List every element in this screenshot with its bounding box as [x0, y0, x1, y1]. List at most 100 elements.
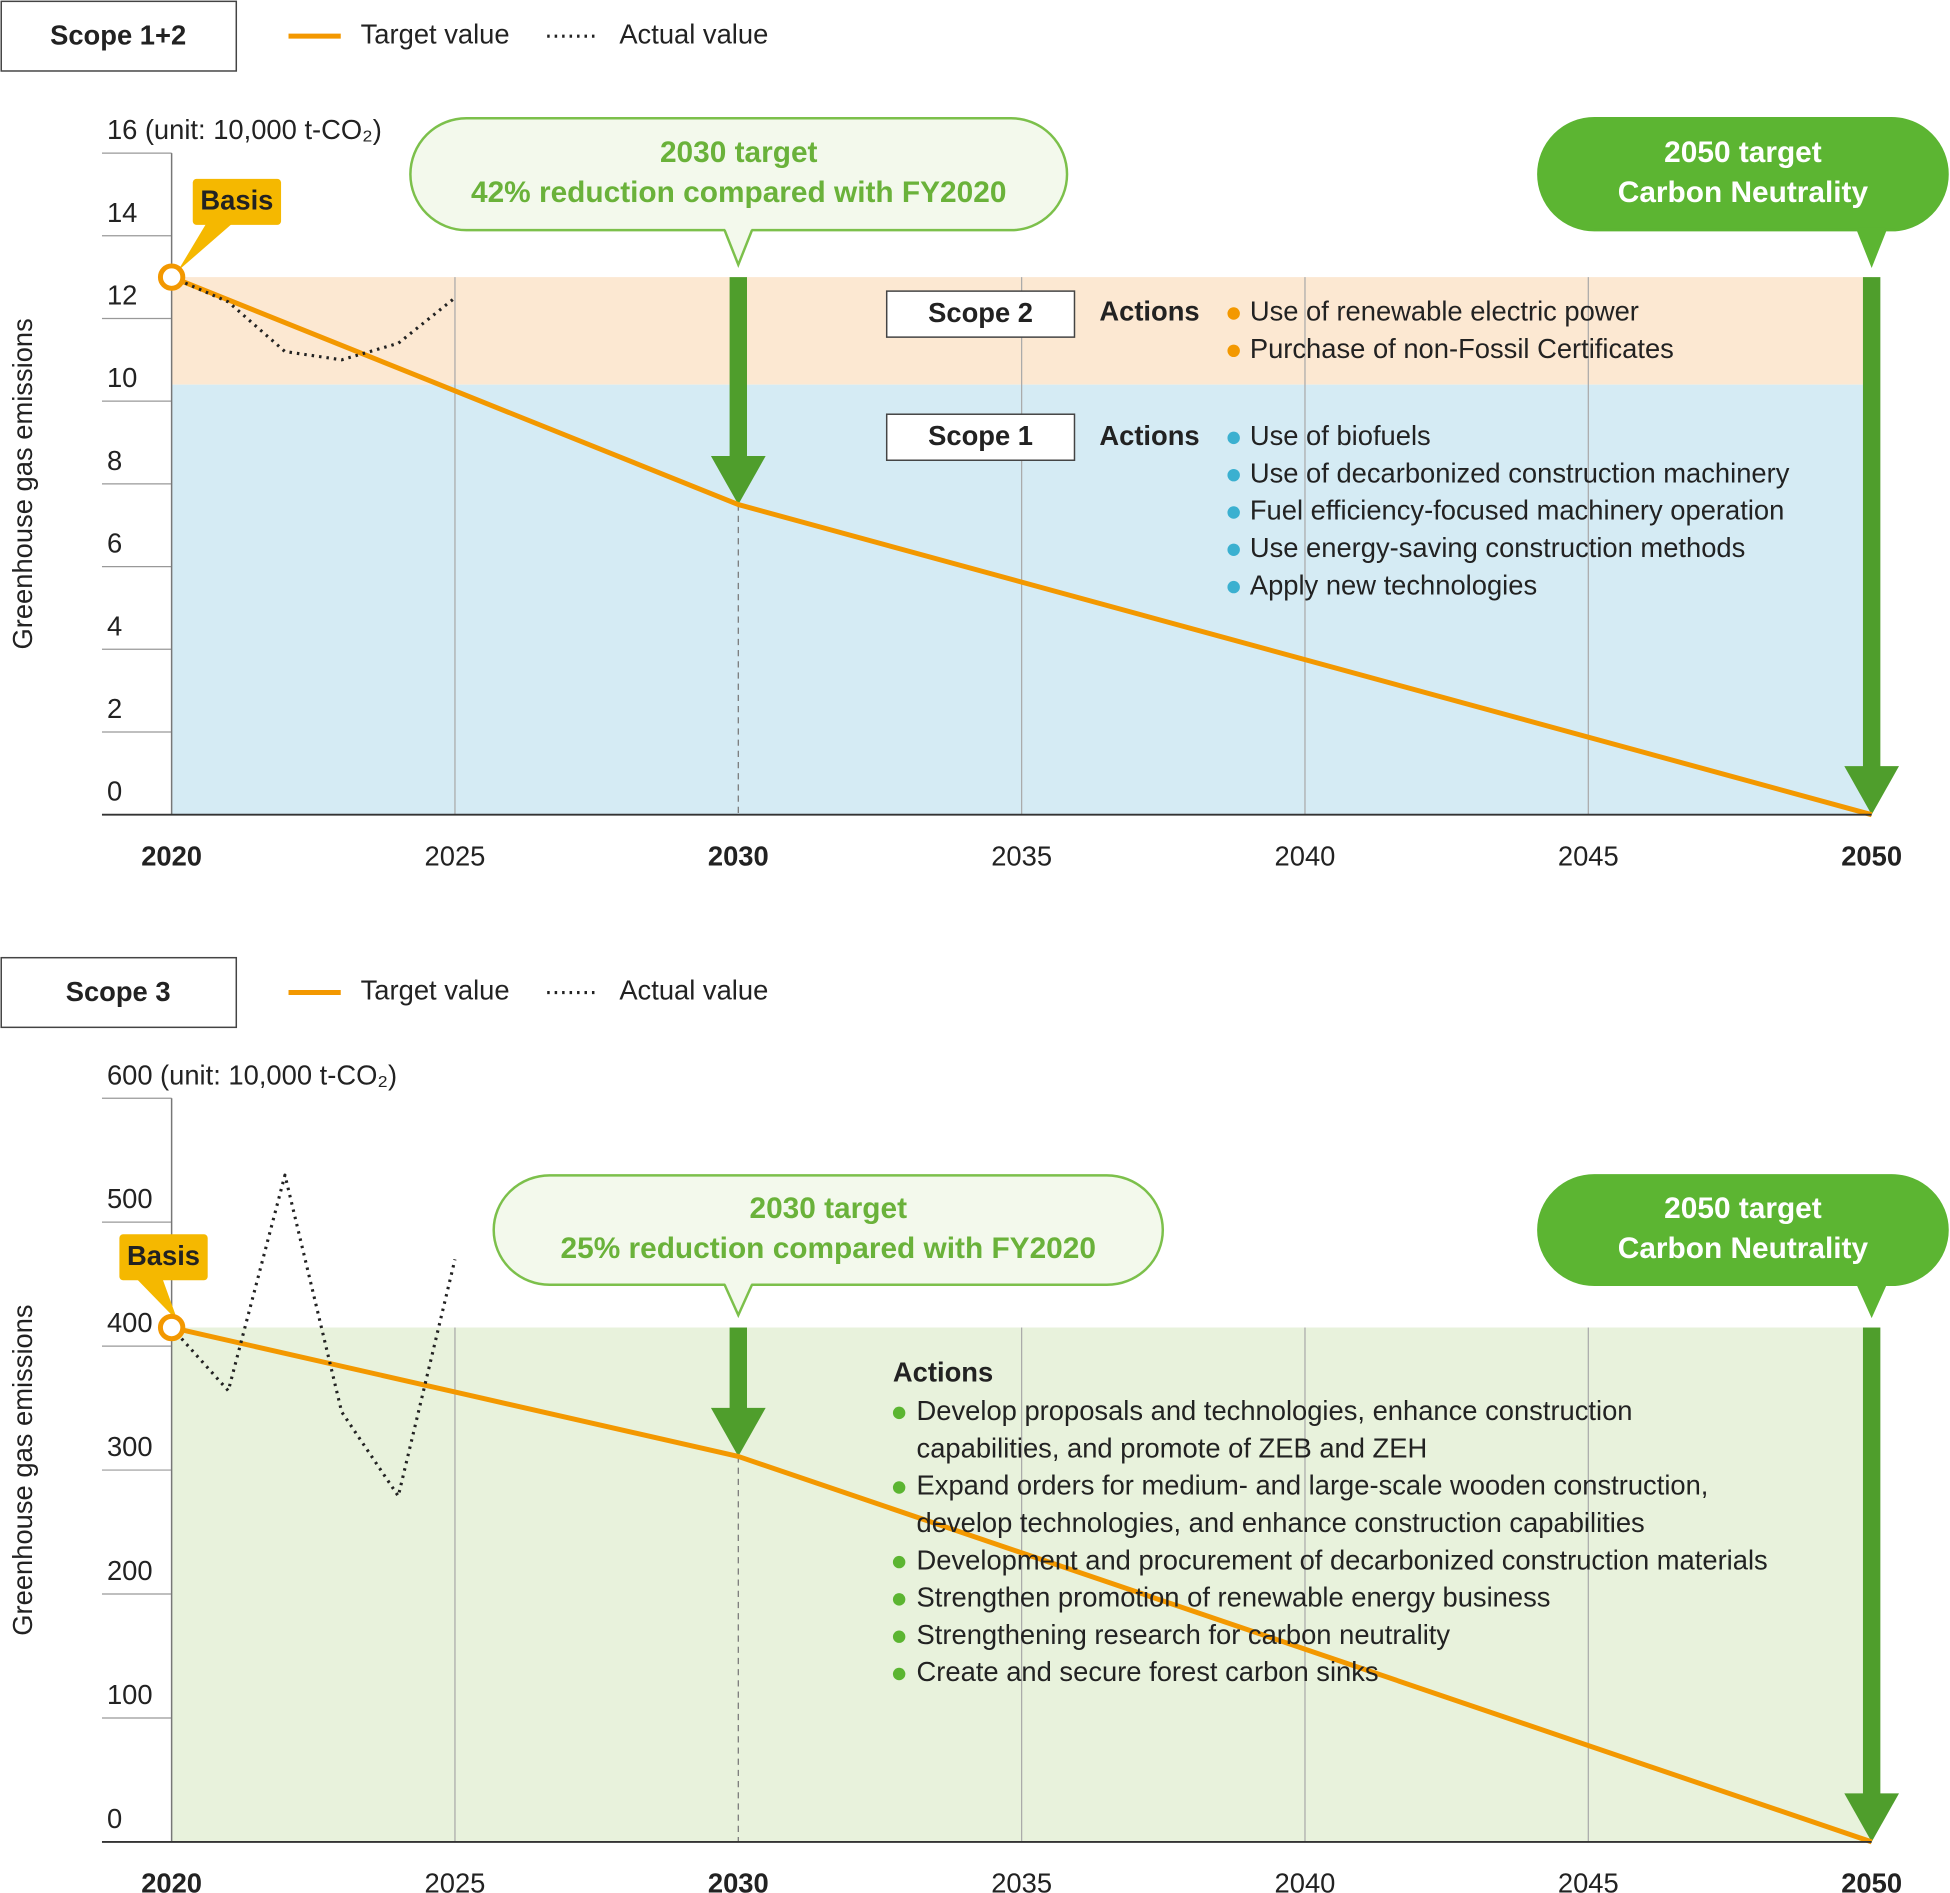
chart-title: Scope 3: [66, 976, 171, 1007]
bullet: [892, 1555, 906, 1569]
callout-box: [409, 117, 1069, 232]
actual-line: [170, 275, 456, 362]
basis-point: [157, 263, 186, 291]
callout-tail-edge: [723, 1284, 754, 1319]
bullet: [1227, 580, 1240, 594]
actions-heading: Actions: [1099, 296, 1199, 327]
bullet: [892, 1593, 906, 1606]
action-item: Develop proposals and technologies, enha…: [917, 1395, 1633, 1426]
y-tick-label: 12: [107, 280, 137, 311]
bullet: [1227, 468, 1240, 482]
scope-box: [885, 413, 1076, 461]
scope-box: [885, 290, 1076, 338]
y-tick-label: 10: [107, 362, 137, 393]
bullet: [1227, 344, 1240, 358]
y-tick-label: 500: [107, 1183, 153, 1214]
actions-heading: Actions: [893, 1357, 993, 1388]
callout-tail-edge: [1856, 1284, 1887, 1319]
y-tick-label: 16: [107, 114, 137, 145]
title-box: [0, 956, 238, 1029]
action-item: Strengthening research for carbon neutra…: [917, 1619, 1451, 1650]
action-item: Use of decarbonized construction machine…: [1250, 457, 1790, 488]
bullet: [1227, 506, 1240, 519]
action-item: Use energy-saving construction methods: [1250, 532, 1745, 563]
arrow-head: [710, 1407, 766, 1457]
y-tick-label: 200: [107, 1555, 153, 1586]
action-item: develop technologies, and enhance constr…: [917, 1507, 1645, 1538]
x-tick-label: 2020: [141, 1868, 202, 1893]
legend-label: Target value: [361, 18, 510, 49]
action-item: Apply new technologies: [1250, 569, 1537, 600]
y-tick-label: 0: [107, 776, 122, 807]
callout-text: Carbon Neutrality: [1618, 1232, 1869, 1265]
y-axis-title: Greenhouse gas emissions: [7, 318, 38, 649]
legend-label: Target value: [361, 975, 510, 1006]
y-tick-label: 8: [107, 445, 122, 476]
x-tick-label: 2050: [1841, 1868, 1902, 1893]
basis-point: [157, 1313, 186, 1342]
legend-label: Actual value: [619, 975, 768, 1006]
action-item: Create and secure forest carbon sinks: [917, 1656, 1379, 1687]
x-tick-label: 2025: [425, 840, 486, 871]
basis-tail: [177, 221, 236, 271]
callout-tail: [724, 227, 752, 265]
y-tick-label: 300: [107, 1431, 153, 1462]
callout-box: [492, 1174, 1165, 1287]
callout-text: 2030 target: [749, 1192, 907, 1225]
x-tick-label: 2035: [991, 1868, 1052, 1893]
basis-box: [192, 178, 282, 225]
basis-label: Basis: [127, 1240, 200, 1271]
y-tick-label: 14: [107, 197, 137, 228]
callout-text: 2050 target: [1664, 1192, 1822, 1225]
action-item: Purchase of non-Fossil Certificates: [1250, 333, 1674, 364]
action-item: Strengthen promotion of renewable energy…: [917, 1582, 1551, 1613]
arrow-head: [710, 456, 766, 505]
bullet: [1227, 543, 1240, 557]
callout-tail: [1857, 1282, 1886, 1316]
scope-label: Scope 1: [928, 420, 1033, 451]
action-item: Fuel efficiency-focused machinery operat…: [1250, 495, 1785, 526]
callout-text: 25% reduction compared with FY2020: [561, 1232, 1096, 1265]
action-item: capabilities, and promote of ZEB and ZEH: [917, 1432, 1428, 1463]
arrow-head: [1844, 1793, 1900, 1842]
arrow-shaft: [729, 1327, 748, 1410]
target-line: [170, 274, 1873, 818]
x-tick-label: 2020: [141, 840, 202, 871]
y-tick-label: 100: [107, 1679, 153, 1710]
callout-tail-edge: [1856, 229, 1887, 269]
x-tick-label: 2050: [1841, 840, 1902, 871]
legend-label: Actual value: [619, 18, 768, 49]
y-tick-label: 400: [107, 1307, 153, 1338]
y-tick-label: 0: [107, 1803, 122, 1834]
basis-box: [119, 1234, 208, 1281]
x-tick-label: 2045: [1558, 840, 1619, 871]
unit-label: (unit: 10,000 t-CO₂): [160, 1059, 397, 1090]
bullet: [1227, 431, 1240, 445]
bullet: [1227, 307, 1240, 320]
y-tick-label: 6: [107, 528, 122, 559]
x-tick-label: 2040: [1275, 840, 1336, 871]
actions-heading: Actions: [1099, 420, 1199, 451]
callout-box: [1537, 117, 1949, 232]
scope-label: Scope 2: [928, 297, 1033, 328]
y-tick-label: 4: [107, 610, 122, 641]
callout-box: [1537, 1174, 1949, 1287]
arrow-shaft: [1862, 277, 1881, 768]
y-tick-label: 2: [107, 693, 122, 724]
action-item: Development and procurement of decarboni…: [917, 1544, 1768, 1575]
basis-label: Basis: [200, 185, 273, 216]
callout-text: 2050 target: [1664, 136, 1822, 169]
arrow-shaft: [1862, 1327, 1881, 1795]
unit-label: (unit: 10,000 t-CO₂): [145, 114, 382, 145]
x-tick-label: 2030: [708, 840, 769, 871]
y-tick-label: 600: [107, 1059, 153, 1090]
chart-title: Scope 1+2: [50, 20, 186, 51]
x-tick-label: 2025: [425, 1868, 486, 1893]
x-tick-label: 2045: [1558, 1868, 1619, 1893]
x-tick-label: 2040: [1275, 1868, 1336, 1893]
target-line: [171, 1325, 1873, 1845]
bullet: [892, 1481, 906, 1494]
callout-text: Carbon Neutrality: [1618, 176, 1869, 209]
